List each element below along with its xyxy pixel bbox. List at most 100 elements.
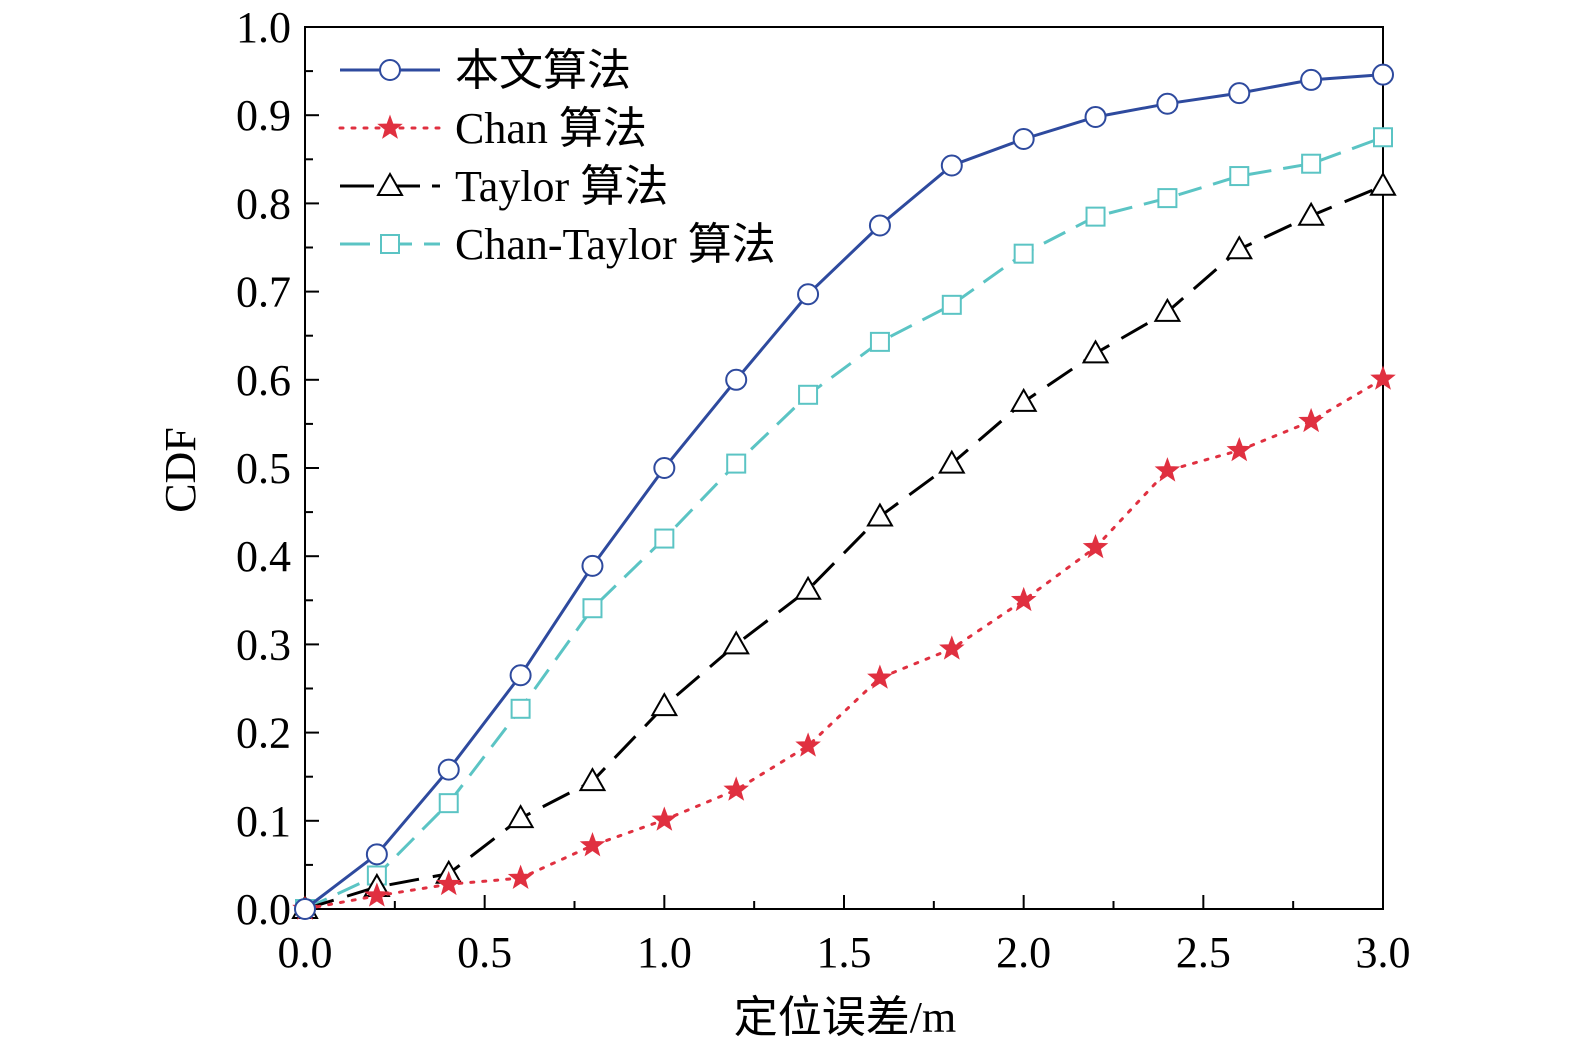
y-tick-label: 0.0 [236, 885, 291, 934]
data-point [1154, 457, 1181, 482]
x-tick-label: 0.0 [278, 928, 333, 977]
series-4 [295, 127, 1393, 919]
data-point [1229, 166, 1250, 187]
plot-area: 0.0 0.5 1.0 1.5 2.0 2.5 3.0 0.0 0.1 0.2 0.3 0.4 0.5 0… [236, 3, 1411, 977]
legend-entry: Chan 算法 [338, 104, 647, 153]
data-point [509, 664, 532, 687]
data-point [940, 154, 963, 177]
data-point [581, 554, 604, 577]
data-point [797, 283, 820, 306]
data-point [1369, 171, 1397, 196]
data-point [1084, 105, 1107, 128]
data-point [650, 692, 679, 717]
data-point [867, 664, 893, 689]
data-point [653, 457, 676, 479]
plot-frame [304, 26, 1384, 910]
data-point [294, 898, 316, 920]
data-point [938, 449, 966, 474]
legend-marker [380, 234, 400, 254]
series-line [303, 377, 1385, 911]
data-point [1010, 586, 1037, 612]
legend-marker [379, 59, 401, 81]
y-tick-label: 0.2 [236, 709, 291, 758]
legend-label: Chan 算法 [455, 104, 647, 153]
legend-entry: 本文算法 [340, 46, 631, 95]
data-point [364, 882, 390, 907]
data-point [939, 635, 965, 660]
data-point [1372, 63, 1394, 86]
y-axis-title: CDF [156, 427, 205, 513]
data-point [723, 776, 749, 801]
data-point [1013, 243, 1034, 264]
data-point [654, 528, 675, 549]
data-point [1156, 92, 1179, 115]
data-point [1370, 365, 1396, 390]
legend-entry: Taylor 算法 [340, 162, 668, 211]
data-point [722, 630, 750, 655]
y-tick-label: 0.9 [236, 91, 291, 140]
data-point [1298, 407, 1324, 433]
data-point [1226, 436, 1253, 462]
data-point [1153, 297, 1182, 322]
y-tick-label: 1.0 [236, 3, 291, 52]
data-point [1225, 235, 1253, 260]
data-point [510, 698, 531, 719]
data-point [798, 384, 819, 405]
legend-label: 本文算法 [455, 46, 631, 95]
data-point [438, 793, 459, 814]
y-tick-label: 0.3 [236, 620, 291, 669]
data-point [582, 598, 603, 619]
data-point [869, 331, 890, 352]
data-point [1300, 68, 1323, 91]
data-point [1297, 201, 1325, 226]
x-tick-label: 1.5 [817, 928, 872, 977]
data-point [794, 575, 822, 600]
data-point [579, 832, 606, 857]
data-point [725, 368, 748, 391]
data-point [1301, 153, 1322, 174]
legend-marker [377, 114, 403, 139]
y-tick-label: 0.4 [236, 532, 291, 581]
data-point [578, 767, 607, 792]
data-point [941, 294, 962, 315]
y-tick-label: 0.8 [236, 179, 291, 228]
data-point [1157, 188, 1178, 209]
y-tick-label: 0.7 [236, 268, 291, 317]
data-point [1081, 339, 1110, 364]
x-tick-label: 2.5 [1176, 928, 1231, 977]
legend-marker [376, 171, 404, 196]
data-point [866, 502, 894, 527]
x-tick-label: 0.5 [457, 928, 512, 977]
data-point [795, 732, 821, 757]
legend-entry: Chan-Taylor 算法 [340, 220, 776, 269]
series-line [304, 73, 1384, 911]
x-tick-label: 2.0 [996, 928, 1051, 977]
x-axis-title: 定位误差/m [734, 993, 956, 1042]
legend: 本文算法 Chan 算法 Taylor 算法 Chan-Taylor 算法 [338, 46, 776, 269]
legend-label: Chan-Taylor 算法 [455, 220, 776, 269]
data-point [437, 758, 460, 781]
data-point [435, 870, 462, 896]
data-point [651, 806, 678, 831]
x-tick-label: 1.0 [637, 928, 692, 977]
data-point [1228, 82, 1251, 105]
data-point [1085, 206, 1106, 227]
data-point [365, 843, 388, 866]
data-point [1082, 533, 1109, 559]
series-layer [291, 63, 1397, 920]
data-point [726, 453, 747, 474]
y-tick-label: 0.5 [236, 444, 291, 493]
series-2 [292, 365, 1396, 920]
data-point [1009, 387, 1038, 412]
series-line [304, 135, 1384, 911]
data-point [1012, 128, 1035, 151]
series-line [304, 184, 1384, 911]
data-point [507, 864, 534, 889]
series-1 [294, 63, 1394, 920]
data-point [1373, 127, 1393, 148]
legend-label: Taylor 算法 [455, 162, 668, 211]
y-tick-label: 0.6 [236, 356, 291, 405]
data-point [868, 214, 891, 237]
y-tick-label: 0.1 [236, 797, 291, 846]
